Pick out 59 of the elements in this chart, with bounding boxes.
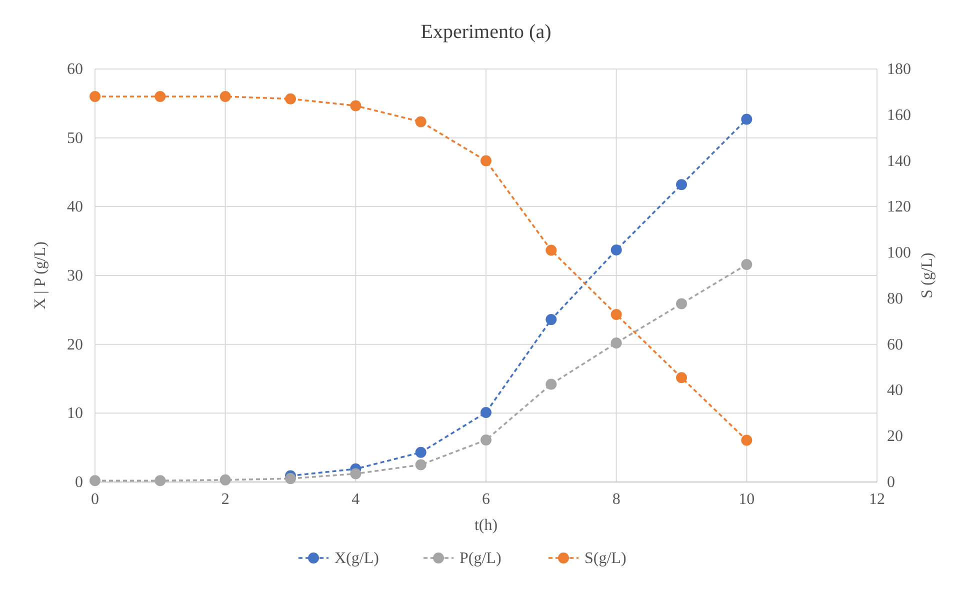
y-tick-label: 10: [67, 405, 83, 422]
legend-label: X(g/L): [334, 550, 379, 567]
point: [676, 372, 687, 384]
point: [285, 93, 296, 104]
y2-tick-label: 80: [887, 290, 903, 308]
point: [285, 473, 296, 484]
point: [741, 258, 752, 270]
x-tick-label: 4: [352, 491, 360, 508]
point: [546, 244, 557, 256]
x-tick-label: 0: [91, 491, 99, 508]
y-axis-title: X | P (g/L): [32, 242, 49, 310]
y2-tick-label: 100: [887, 244, 911, 262]
y-tick-label: 40: [67, 198, 83, 216]
legend-label: S(g/L): [584, 550, 626, 567]
y-tick-label: 60: [67, 61, 83, 78]
y2-tick-label: 60: [887, 336, 903, 354]
point: [610, 309, 622, 320]
legend-label: P(g/L): [460, 550, 502, 567]
x-tick-label: 2: [221, 491, 230, 508]
point: [610, 244, 622, 256]
point: [415, 446, 426, 458]
point: [90, 91, 100, 102]
point: [676, 298, 687, 310]
y-tick-label: 0: [75, 474, 83, 491]
point: [741, 114, 752, 125]
point: [610, 337, 622, 348]
point: [220, 91, 231, 102]
x-tick-label: 10: [738, 491, 755, 508]
x-tick-label: 8: [612, 491, 620, 508]
y2-tick-label: 120: [887, 198, 911, 216]
point: [480, 155, 492, 166]
point: [480, 434, 492, 446]
point: [546, 314, 557, 326]
point: [415, 459, 426, 470]
point: [415, 116, 426, 128]
point: [350, 468, 362, 480]
point: [741, 434, 752, 446]
y2-tick-label: 0: [887, 474, 895, 491]
point: [220, 474, 231, 486]
y-tick-label: 20: [67, 336, 83, 354]
point: [546, 378, 557, 390]
point: [676, 179, 687, 190]
x-tick-label: 12: [869, 491, 885, 508]
y2-tick-label: 40: [887, 382, 903, 400]
point: [350, 100, 362, 112]
point: [480, 406, 492, 418]
y-tick-label: 50: [67, 130, 83, 147]
chart-title: Experimento (a): [420, 21, 552, 43]
point: [154, 91, 166, 102]
y-tick-label: 30: [67, 268, 83, 284]
point: [154, 475, 166, 486]
x-tick-label: 6: [482, 491, 490, 508]
x-axis-title: t(h): [474, 517, 498, 534]
y2-axis-title: S (g/L): [919, 252, 936, 298]
y2-tick-label: 140: [887, 152, 911, 170]
point: [90, 475, 100, 486]
y2-tick-label: 160: [887, 106, 911, 124]
y2-tick-label: 180: [887, 61, 911, 78]
y2-tick-label: 20: [887, 428, 903, 446]
